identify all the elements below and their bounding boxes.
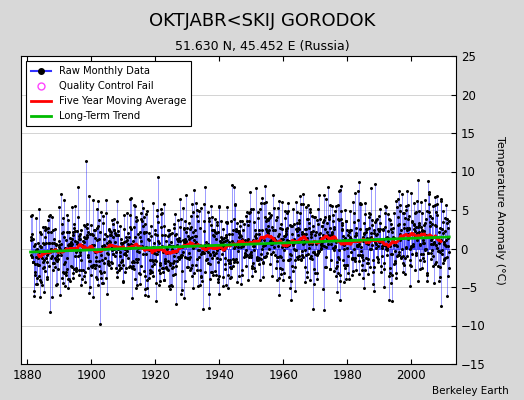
Text: Berkeley Earth: Berkeley Earth (432, 386, 508, 396)
Y-axis label: Temperature Anomaly (°C): Temperature Anomaly (°C) (495, 136, 505, 284)
Text: OKTJABR<SKIJ GORODOK: OKTJABR<SKIJ GORODOK (149, 12, 375, 30)
Legend: Raw Monthly Data, Quality Control Fail, Five Year Moving Average, Long-Term Tren: Raw Monthly Data, Quality Control Fail, … (26, 61, 191, 126)
Text: 51.630 N, 45.452 E (Russia): 51.630 N, 45.452 E (Russia) (174, 40, 350, 53)
